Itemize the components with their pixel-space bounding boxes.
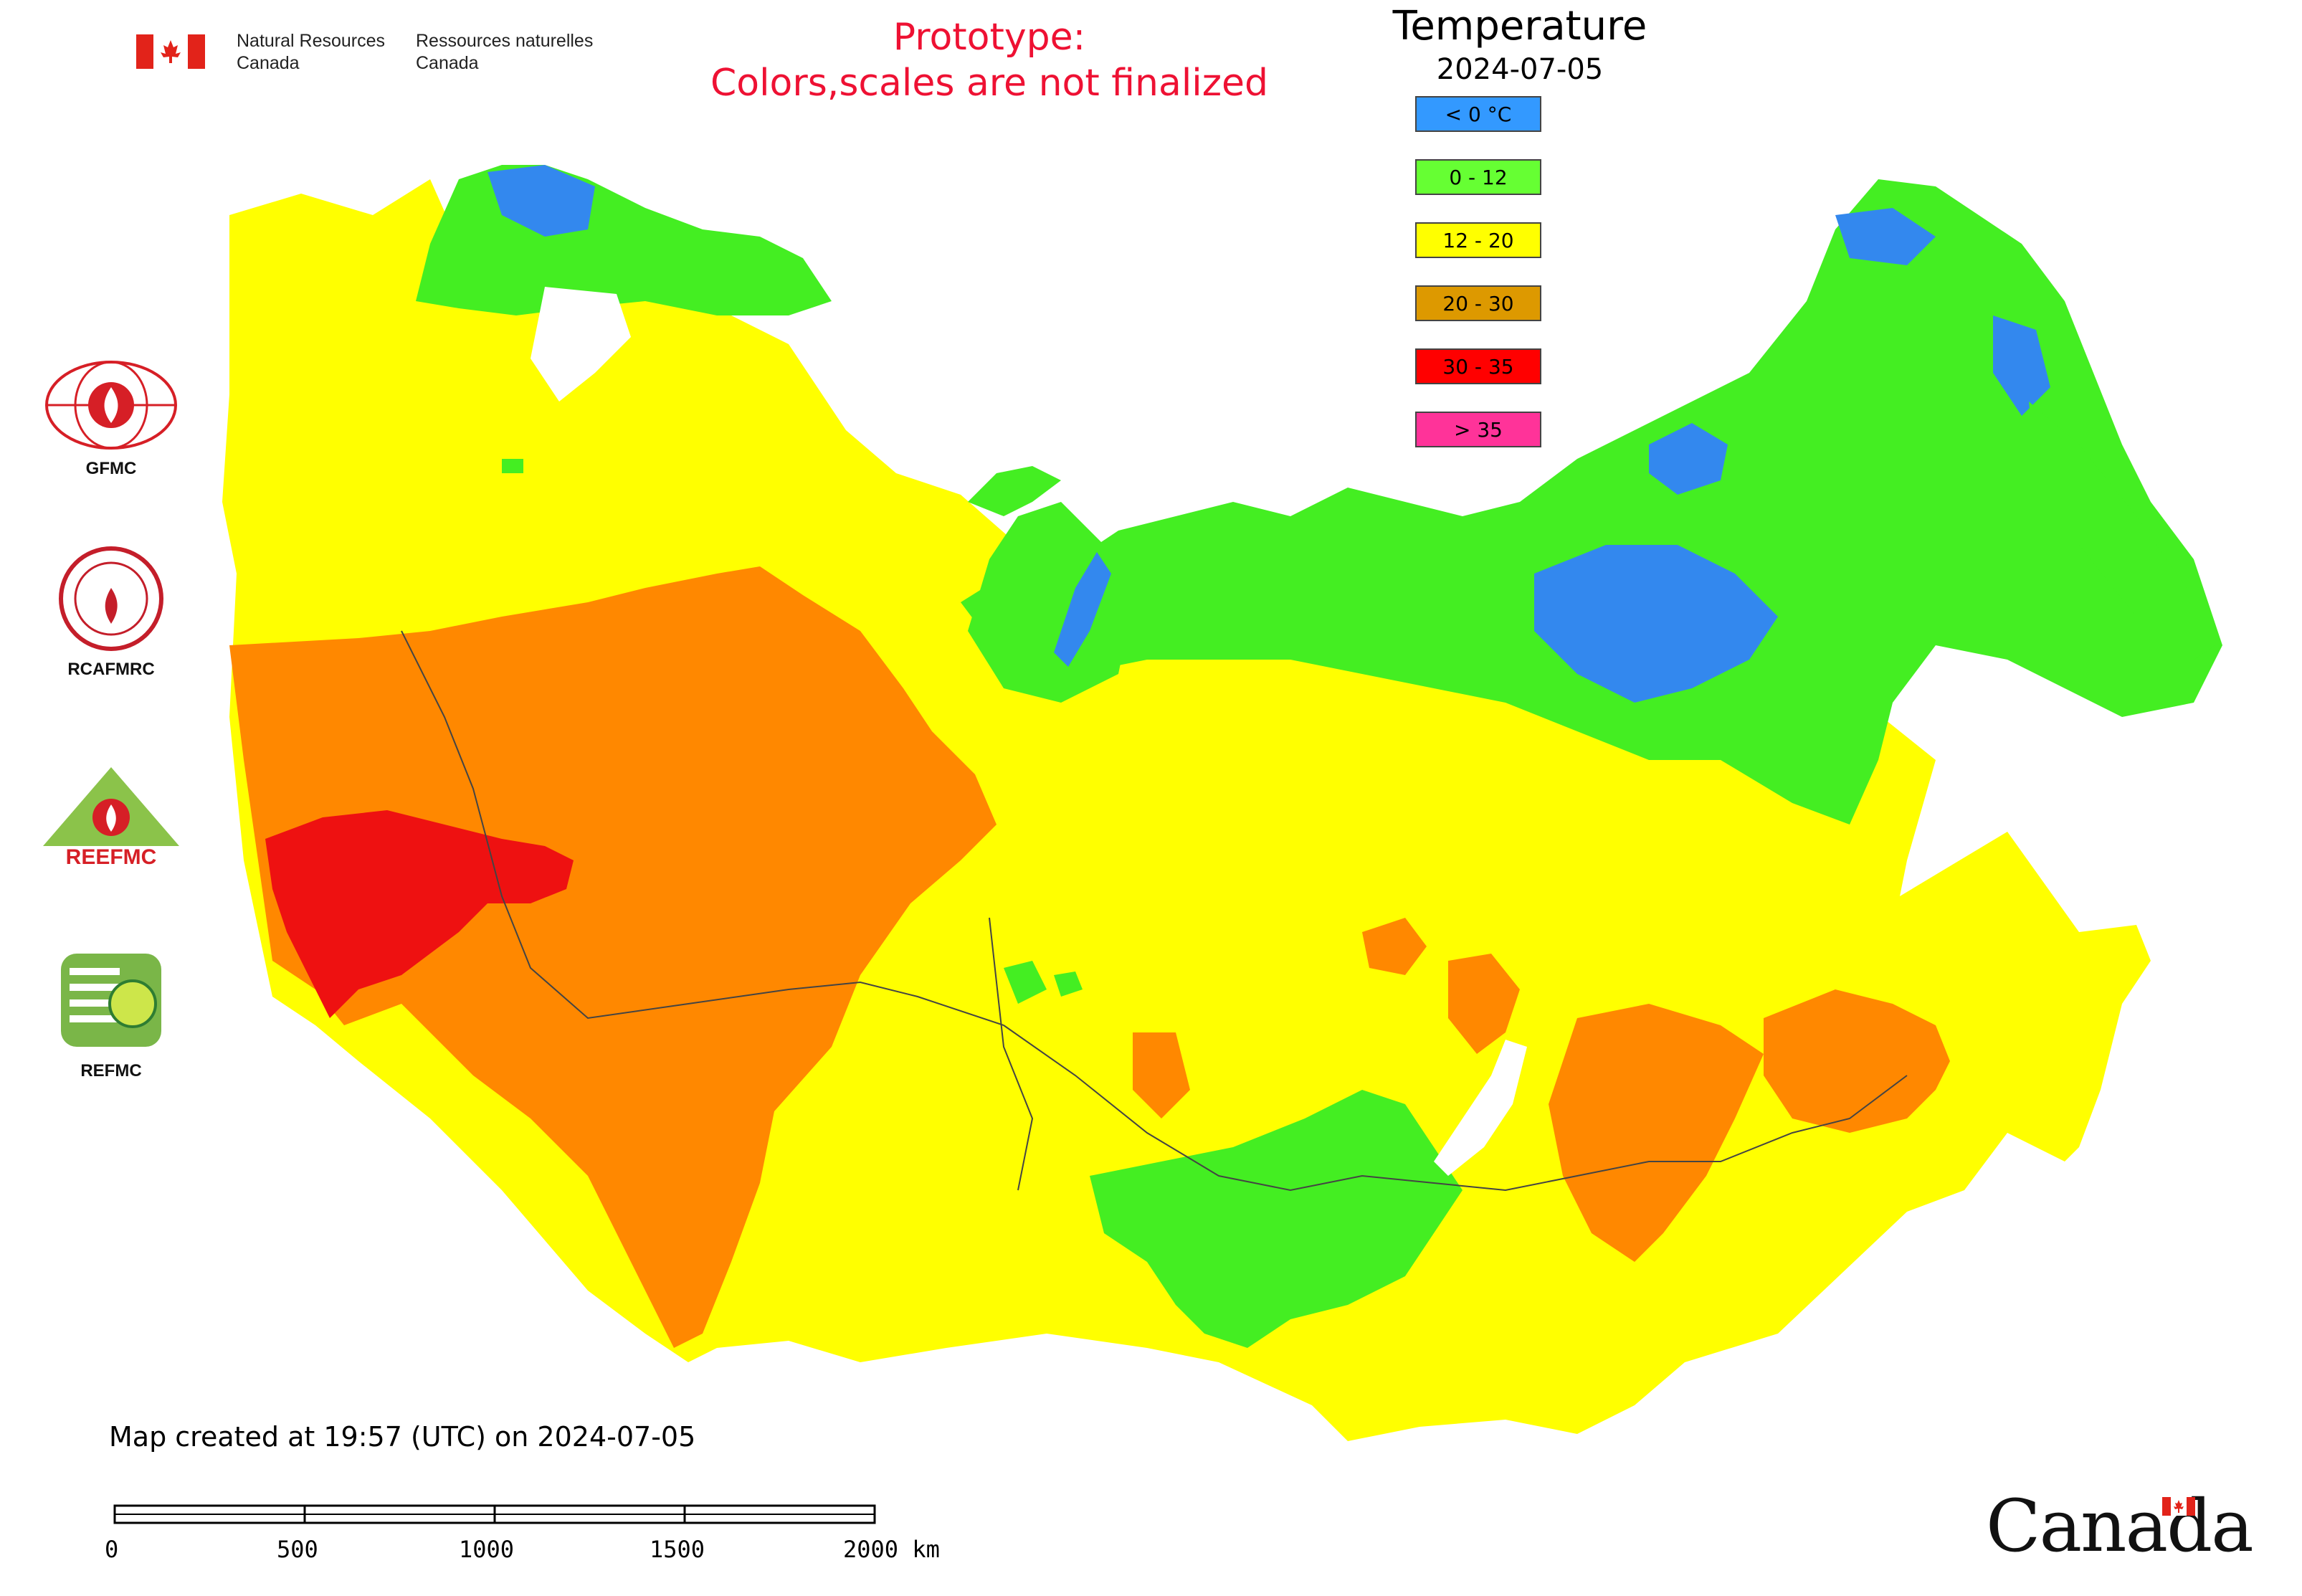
gfmc-logo: GFMC: [36, 358, 186, 479]
map-created-note: Map created at 19:57 (UTC) on 2024-07-05: [109, 1421, 696, 1453]
legend-label: 0 - 12: [1449, 165, 1508, 189]
prototype-line-2: Colors,scales are not finalized: [710, 62, 1269, 105]
gov-signature: Natural Resources Canada Ressources natu…: [136, 27, 609, 77]
legend-label: 12 - 20: [1442, 228, 1514, 252]
map-region-cool: [968, 466, 1061, 516]
map-region-hot: [265, 810, 574, 1018]
map-title: Temperature: [1392, 3, 1647, 49]
dept-name-fr: Ressources naturelles Canada: [416, 31, 594, 73]
map-region-cold: [1649, 423, 1728, 495]
map-region-cold: [487, 165, 595, 237]
gfmc-label: GFMC: [85, 459, 137, 478]
map-border-line: [401, 630, 1004, 1026]
map-region-cool: [1004, 961, 1047, 1004]
legend-item: 30 - 35: [1415, 348, 1541, 384]
map-region-cool: [1054, 972, 1083, 997]
map-region-cold: [1835, 208, 1936, 265]
reefmc-logo: REEFMC: [36, 760, 186, 870]
rcafmrc-label: RCAFMRC: [67, 660, 155, 679]
map-border-line: [989, 917, 1034, 1191]
legend-item: < 0 °C: [1415, 96, 1541, 132]
map-border-line: [1003, 1025, 1908, 1192]
map-region-water: [531, 287, 631, 402]
map-region-water: [1434, 1040, 1527, 1176]
refmc-logo: REFMC: [36, 946, 186, 1081]
scale-bar: 0 500 1000 1500 2000 km: [100, 1498, 989, 1577]
map-region-cool: [968, 502, 1133, 703]
reefmc-triangle-icon: REEFMC: [43, 767, 179, 869]
legend-item: 20 - 30: [1415, 285, 1541, 321]
legend-item: 0 - 12: [1415, 159, 1541, 195]
legend-item: 12 - 20: [1415, 222, 1541, 258]
reefmc-logo-text: REEFMC: [66, 845, 157, 868]
map-region-cool: [416, 165, 832, 315]
map-region-warm: [1448, 954, 1520, 1054]
gfmc-globe-icon: [45, 361, 177, 450]
legend-item: > 35: [1415, 412, 1541, 447]
rcafmrc-seal-icon: [59, 546, 163, 651]
canada-flag-icon: [136, 34, 205, 69]
prototype-line-1: Prototype:: [893, 16, 1086, 59]
wordmark-flag-icon: [2162, 1497, 2195, 1516]
dept-name-en: Natural Resources Canada: [237, 31, 386, 73]
prototype-note: Prototype: Colors,scales are not finaliz…: [645, 14, 1333, 106]
map-region-cold: [1534, 545, 1778, 703]
map-region-cold: [1993, 315, 2050, 416]
scale-label: 2000 km: [843, 1536, 940, 1563]
scale-label: 0: [105, 1536, 119, 1563]
legend-label: < 0 °C: [1445, 102, 1512, 126]
refmc-emblem-icon: [61, 954, 161, 1047]
map-region-cool: [502, 459, 523, 473]
map-region-warm: [1549, 1004, 1764, 1262]
scale-label: 1500: [650, 1536, 705, 1563]
scale-bar-graphic: [113, 1504, 876, 1524]
scale-label: 500: [277, 1536, 318, 1563]
map-region-cool: [961, 179, 2222, 825]
canada-wordmark: Canada: [1986, 1484, 2254, 1568]
map-region-warm: [1764, 989, 1950, 1133]
map-date: 2024-07-05: [1436, 53, 1604, 86]
legend-label: > 35: [1454, 417, 1503, 442]
map-region-cool: [2029, 402, 2215, 660]
map-region-warm: [1133, 1032, 1190, 1118]
map-region-cool: [1090, 1090, 1462, 1348]
refmc-label: REFMC: [80, 1061, 142, 1080]
legend-label: 30 - 35: [1442, 354, 1514, 379]
rcafmrc-logo: RCAFMRC: [36, 545, 186, 680]
scale-label: 1000: [459, 1536, 515, 1563]
map-region-warm: [1362, 918, 1427, 975]
legend-label: 20 - 30: [1442, 291, 1514, 315]
map-region-cold: [1054, 552, 1111, 667]
map-region-warm: [229, 566, 997, 1348]
